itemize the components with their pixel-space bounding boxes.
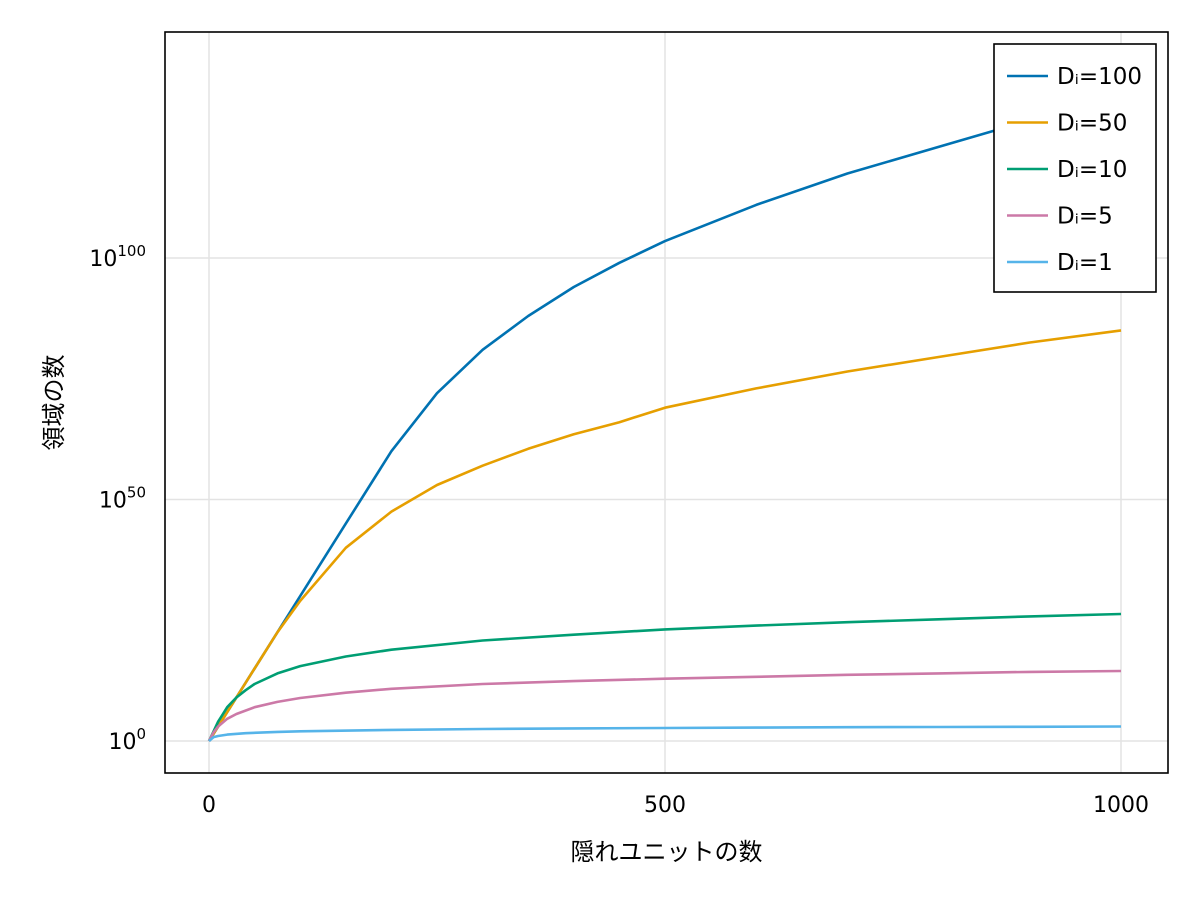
legend-label: Dᵢ=10: [1057, 157, 1127, 183]
y-tick-exponent: 50: [127, 484, 146, 502]
legend-label: Dᵢ=100: [1057, 64, 1142, 90]
y-tick-base: 10: [99, 489, 127, 514]
x-tick-label: 0: [202, 793, 216, 818]
y-tick-base: 10: [89, 247, 117, 272]
y-tick-label: 100: [108, 725, 146, 755]
legend-label: Dᵢ=5: [1057, 204, 1113, 230]
plot-lines: [207, 94, 1122, 742]
legend-label: Dᵢ=50: [1057, 111, 1127, 137]
plot-frame: [164, 31, 1169, 774]
y-tick-base: 10: [108, 730, 136, 755]
x-tick-label: 500: [644, 793, 686, 818]
series-line: [207, 612, 1122, 742]
y-axis-label: 領域の数: [40, 355, 68, 451]
legend-label: Dᵢ=1: [1057, 250, 1113, 276]
y-tick-exponent: 0: [136, 725, 146, 743]
series-line: [207, 669, 1122, 742]
y-tick-label: 1050: [99, 484, 146, 514]
y-tick-exponent: 100: [117, 242, 146, 260]
y-tick-label: 10100: [89, 242, 146, 272]
x-axis-label: 隠れユニットの数: [571, 838, 763, 866]
series-line: [208, 725, 1122, 742]
x-tick-label: 1000: [1093, 793, 1149, 818]
legend: Dᵢ=100 Dᵢ=50 Dᵢ=10 Dᵢ=5 Dᵢ=1: [993, 43, 1157, 293]
series-line: [207, 329, 1122, 742]
